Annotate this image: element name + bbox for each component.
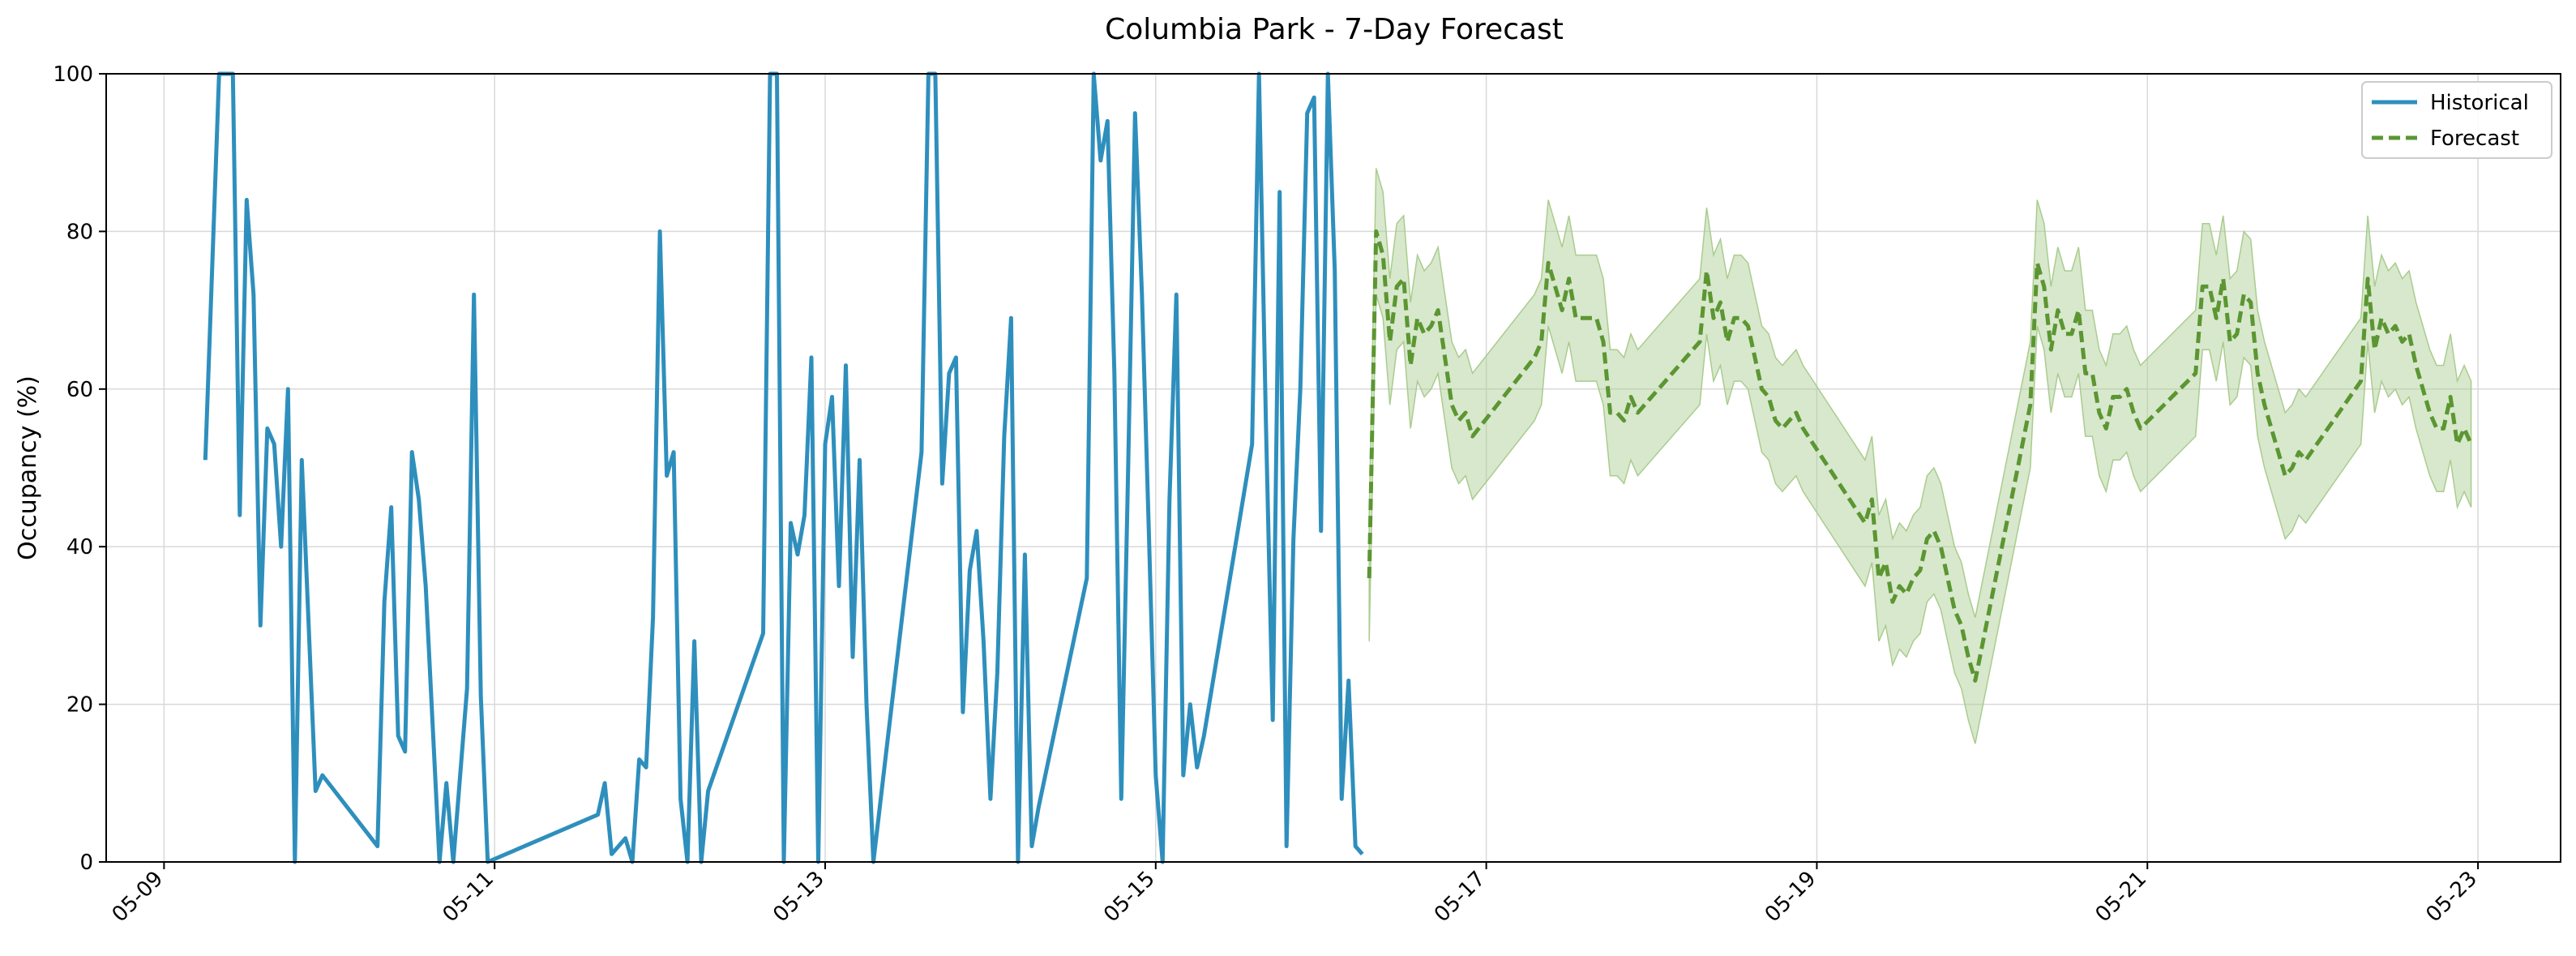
x-tick-label: 05-11 <box>438 867 499 928</box>
y-tick-label: 60 <box>66 378 93 402</box>
forecast-confidence-band <box>1368 168 2472 744</box>
y-tick-label: 40 <box>66 535 93 559</box>
legend-label-forecast: Forecast <box>2430 126 2519 151</box>
forecast-band-area <box>1368 168 2472 744</box>
series-line-historical <box>203 71 1364 864</box>
series-line-forecast <box>1367 229 2473 683</box>
y-axis-label: Occupancy (%) <box>14 375 42 560</box>
x-tick-label: 05-15 <box>1099 867 1160 928</box>
y-axis-ticks: 0 20 40 60 80 100 <box>53 62 106 875</box>
legend: Historical Forecast <box>2361 81 2552 159</box>
y-tick-label: 0 <box>79 851 93 875</box>
y-tick-label: 100 <box>53 62 93 87</box>
legend-label-historical: Historical <box>2430 91 2529 115</box>
x-tick-label: 05-21 <box>2091 867 2152 928</box>
x-axis-ticks: 05-09 05-11 05-13 05-15 05-17 05-19 05-21 05-23 <box>108 862 2482 927</box>
x-tick-label: 05-09 <box>108 867 169 928</box>
x-tick-label: 05-17 <box>1430 867 1491 928</box>
x-tick-label: 05-23 <box>2421 867 2482 928</box>
x-tick-label: 05-13 <box>768 867 829 928</box>
plot-frame <box>105 73 2561 863</box>
y-tick-label: 20 <box>66 693 93 718</box>
series-lines <box>203 71 2473 864</box>
y-tick-label: 80 <box>66 220 93 244</box>
chart-title: Columbia Park - 7-Day Forecast <box>1105 13 1564 46</box>
x-tick-label: 05-19 <box>1761 867 1821 928</box>
